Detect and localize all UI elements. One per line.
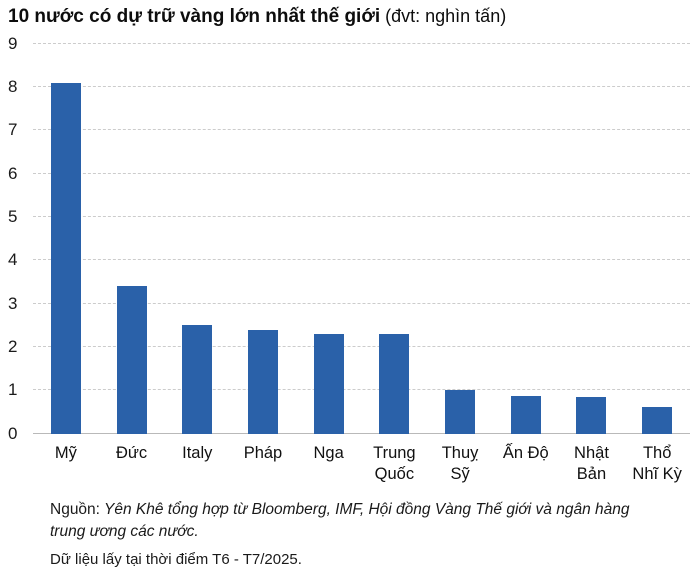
gridline bbox=[33, 389, 690, 391]
y-tick-label: 8 bbox=[8, 77, 18, 97]
x-axis-baseline bbox=[33, 432, 690, 434]
y-tick-label: 1 bbox=[8, 380, 18, 400]
x-tick-label: Pháp bbox=[243, 443, 283, 462]
y-tick-label: 9 bbox=[8, 33, 18, 53]
gridline bbox=[33, 172, 690, 174]
x-tick-label: Trung Quốc bbox=[373, 443, 416, 484]
gridline bbox=[33, 86, 690, 88]
x-tick-label: Nhật Bản bbox=[574, 443, 609, 484]
y-tick-label: 3 bbox=[8, 293, 18, 313]
x-tick-label: Thổ Nhĩ Kỳ bbox=[632, 443, 682, 484]
gridline bbox=[33, 216, 690, 218]
bar-Ấn Độ bbox=[510, 395, 541, 434]
source-note: Nguồn: Yên Khê tổng hợp từ Bloomberg, IM… bbox=[50, 499, 650, 544]
x-tick-label: Thuỵ Sỹ bbox=[441, 443, 479, 484]
gridline bbox=[33, 346, 690, 348]
y-tick-label: 4 bbox=[8, 250, 18, 270]
x-tick-label: Mỹ bbox=[54, 443, 77, 462]
x-axis: Mỹ Đức Italy Pháp Nga Trung Quốc Thuỵ Sỹ Ấn Độ N… bbox=[33, 443, 690, 486]
data-timestamp-note: Dữ liệu lấy tại thời điểm T6 - T7/2025. bbox=[50, 550, 302, 568]
bar-Mỹ bbox=[50, 82, 81, 434]
chart-title: 10 nước có dự trữ vàng lớn nhất thế giới bbox=[8, 6, 381, 27]
gridline bbox=[33, 259, 690, 261]
y-tick-label: 5 bbox=[8, 207, 18, 227]
y-tick-label: 7 bbox=[8, 120, 18, 140]
x-tick-label: Đức bbox=[115, 443, 148, 462]
bar-slot bbox=[230, 44, 296, 434]
source-text: Yên Khê tổng hợp từ Bloomberg, IMF, Hội … bbox=[50, 500, 630, 541]
bar-slot bbox=[493, 44, 559, 434]
bar-Italy bbox=[182, 325, 213, 434]
gridline bbox=[33, 129, 690, 131]
bar-Pháp bbox=[247, 329, 278, 434]
bar-chart: 0 1 2 3 4 5 6 7 8 9 bbox=[0, 34, 700, 443]
plot-area bbox=[33, 42, 690, 434]
bar-slot bbox=[559, 44, 625, 434]
bar-slot bbox=[427, 44, 493, 434]
bar-series bbox=[33, 44, 690, 434]
bar-slot bbox=[99, 44, 165, 434]
bar-slot bbox=[33, 44, 99, 434]
chart-footer: Nguồn: Yên Khê tổng hợp từ Bloomberg, IM… bbox=[0, 486, 700, 568]
x-tick-label: Nga bbox=[313, 443, 344, 462]
y-tick-label: 2 bbox=[8, 337, 18, 357]
chart-unit-note: (đvt: nghìn tấn) bbox=[380, 6, 507, 26]
source-label: Nguồn: bbox=[50, 500, 100, 518]
y-tick-label: 0 bbox=[8, 423, 18, 443]
bar-Thuỵ Sỹ bbox=[445, 390, 476, 434]
bar-slot bbox=[624, 44, 690, 434]
bar-slot bbox=[164, 44, 230, 434]
bar-Trung Quốc bbox=[379, 334, 410, 434]
bar-slot bbox=[296, 44, 362, 434]
gridline bbox=[33, 42, 690, 44]
bar-slot bbox=[362, 44, 428, 434]
x-tick-label: Italy bbox=[182, 443, 213, 462]
bar-Thổ Nhĩ Kỳ bbox=[642, 406, 673, 434]
y-tick-label: 6 bbox=[8, 163, 18, 183]
x-tick-label: Ấn Độ bbox=[502, 443, 549, 462]
bar-Nhật Bản bbox=[576, 396, 607, 434]
bar-Nga bbox=[313, 334, 344, 434]
gridline bbox=[33, 302, 690, 304]
bar-Đức bbox=[116, 286, 147, 434]
page-title: 10 nước có dự trữ vàng lớn nhất thế giới… bbox=[0, 0, 700, 29]
